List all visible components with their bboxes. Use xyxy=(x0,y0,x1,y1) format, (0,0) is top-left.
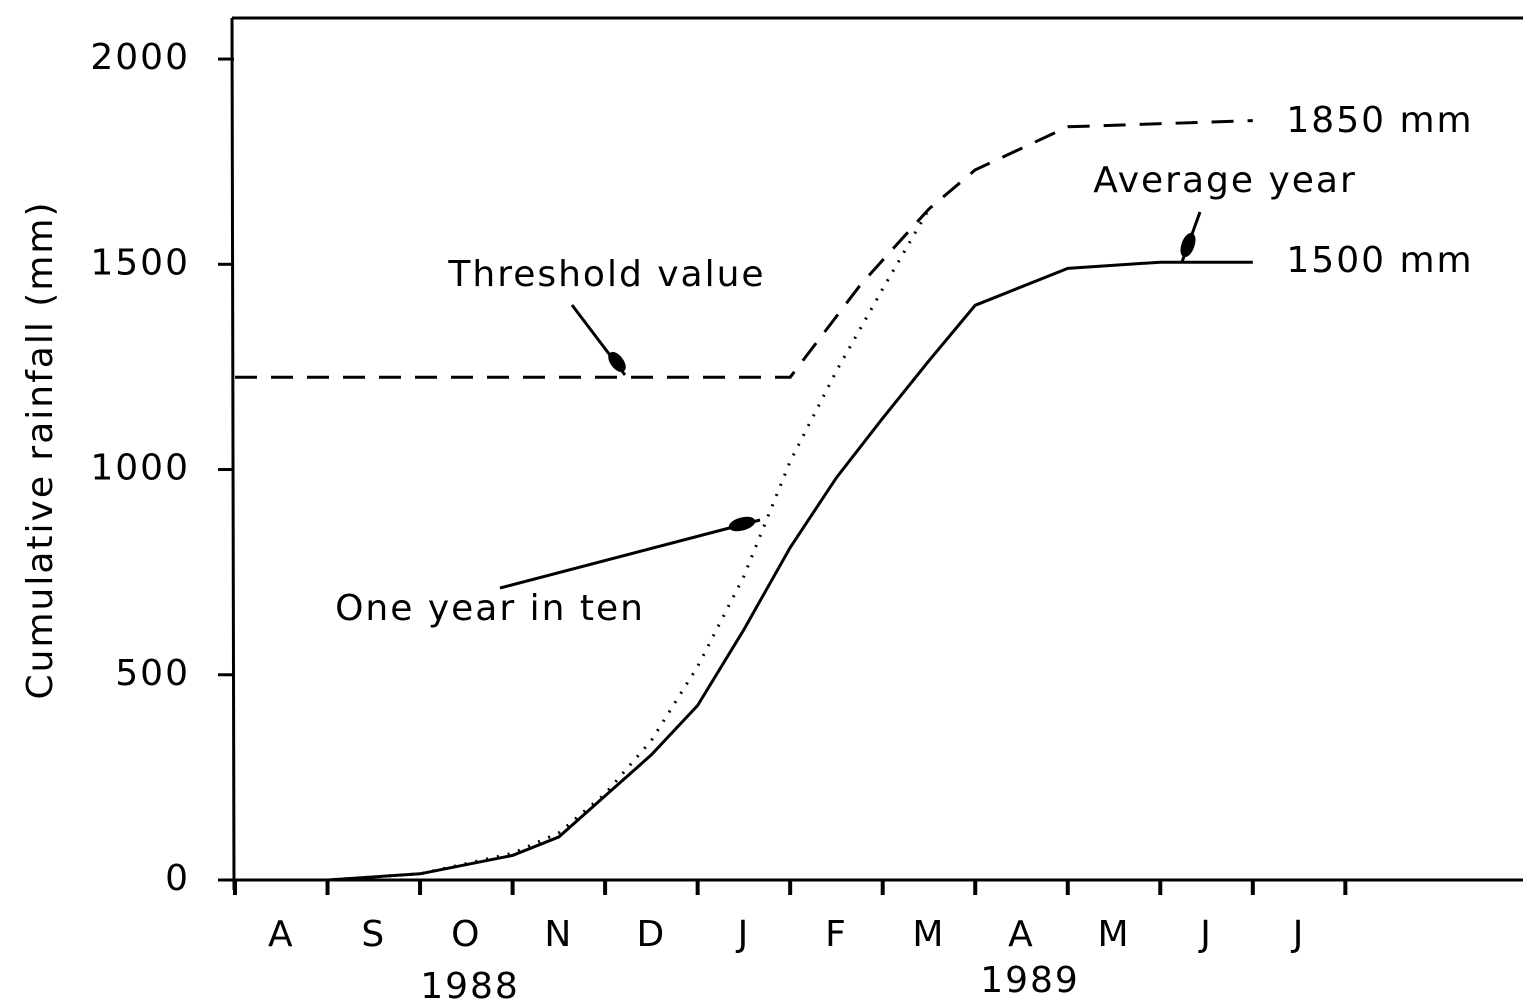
annotation: 1850 mm xyxy=(1286,100,1473,141)
series-label: Threshold value xyxy=(447,254,765,295)
y-tick-label: 500 xyxy=(115,653,190,694)
annotation: 1989 xyxy=(980,960,1080,1001)
x-tick-label: O xyxy=(451,914,481,955)
y-tick-label: 1500 xyxy=(90,242,190,283)
y-tick-label: 2000 xyxy=(90,37,190,78)
x-tick-label: S xyxy=(361,914,386,955)
x-tick-label: J xyxy=(1291,914,1306,955)
x-tick-label: A xyxy=(1008,914,1035,955)
arrow-head xyxy=(1180,233,1196,257)
x-tick-label: J xyxy=(1198,914,1213,955)
arrows xyxy=(499,211,1202,590)
arrow xyxy=(499,518,761,590)
arrow-head xyxy=(608,351,626,373)
x-tick-label: N xyxy=(544,914,573,955)
arrow-head xyxy=(728,516,756,532)
x-tick-label: F xyxy=(825,914,848,955)
x-tick-label: D xyxy=(637,914,667,955)
series-label: Average year xyxy=(1093,160,1357,201)
y-axis-label: Cumulative rainfall (mm) xyxy=(20,200,61,699)
x-tick-label: J xyxy=(736,914,751,955)
y-tick-label: 1000 xyxy=(90,448,190,489)
y-tick-label: 0 xyxy=(165,858,190,899)
x-tick-label: M xyxy=(912,914,945,955)
x-tick-label: M xyxy=(1097,914,1130,955)
y-axis xyxy=(230,17,236,891)
series-line xyxy=(235,119,1253,379)
axes-frame xyxy=(230,16,1523,891)
annotation: 1988 xyxy=(420,966,520,1005)
series-line xyxy=(235,260,1253,882)
series-label: One year in ten xyxy=(335,588,645,629)
series-line xyxy=(235,208,931,882)
x-tick-label: A xyxy=(268,914,295,955)
annotation: 1500 mm xyxy=(1286,240,1473,281)
